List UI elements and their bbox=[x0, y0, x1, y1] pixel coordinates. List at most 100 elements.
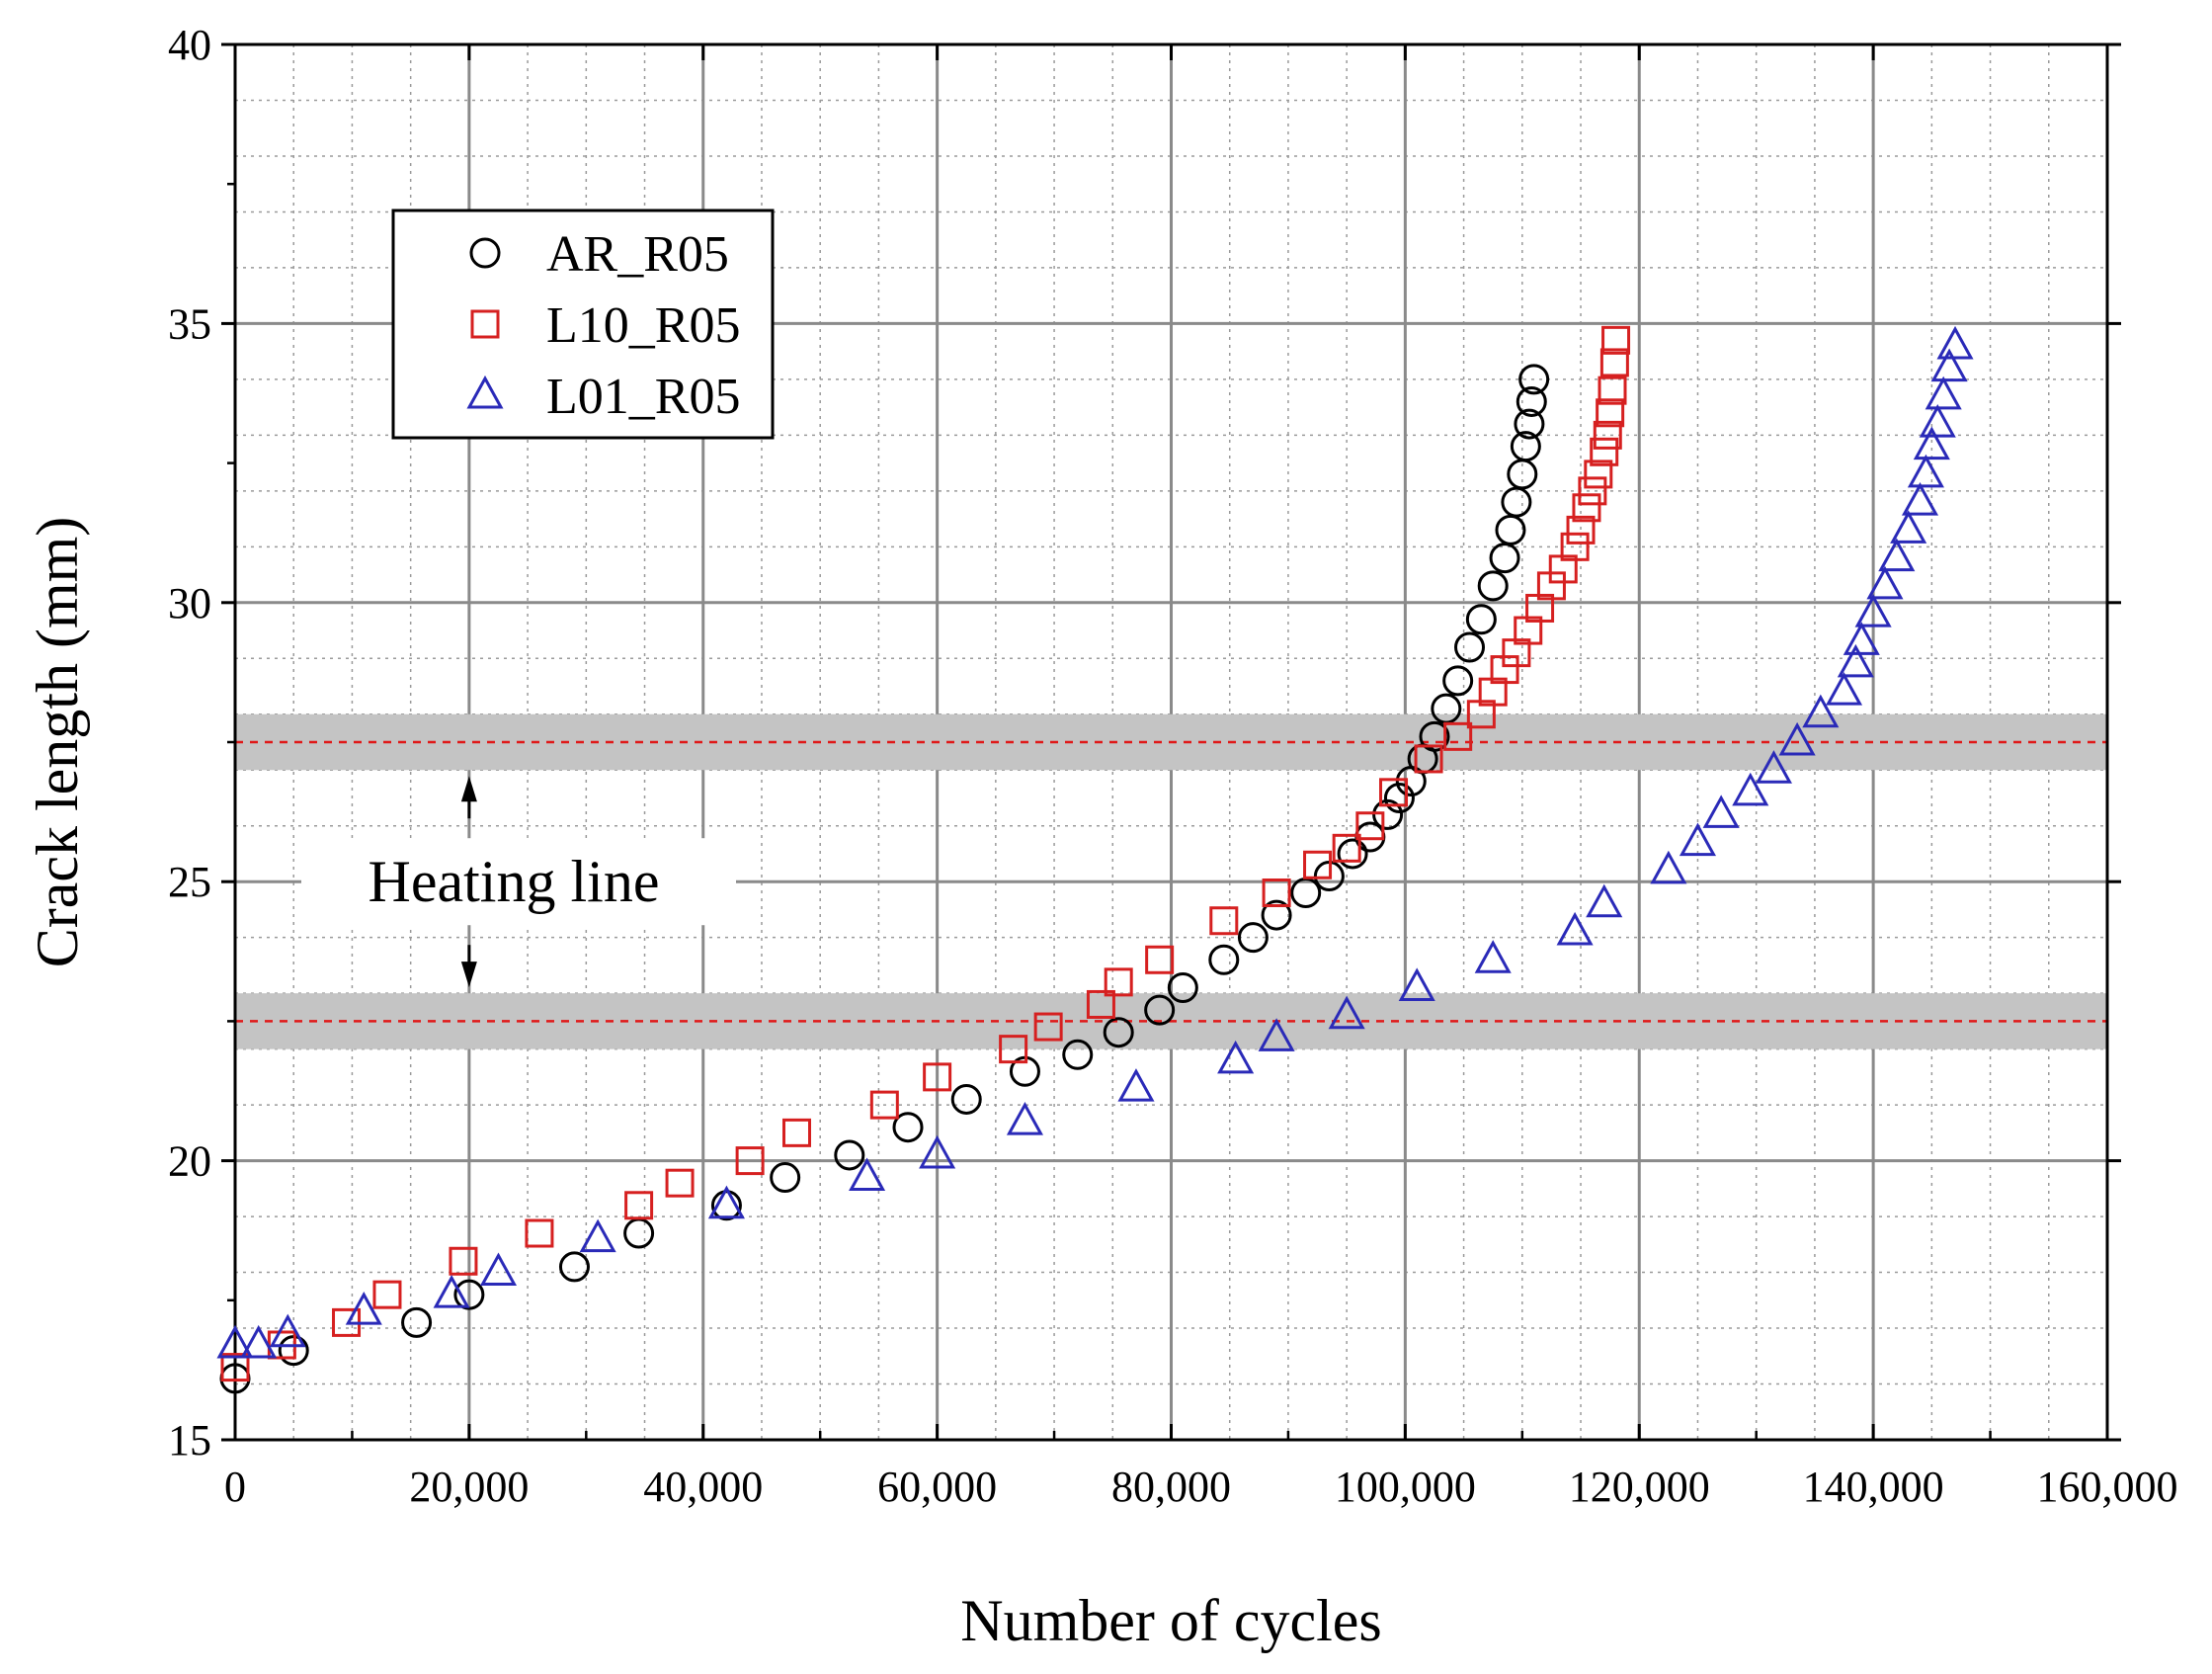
y-tick-label: 35 bbox=[168, 299, 211, 348]
x-tick-label: 100,000 bbox=[1335, 1463, 1476, 1511]
legend-box bbox=[391, 209, 775, 440]
data-point bbox=[1006, 1101, 1043, 1135]
data-point bbox=[1262, 878, 1291, 907]
data-point bbox=[1495, 514, 1526, 545]
data-point bbox=[1303, 850, 1333, 879]
x-tick-label: 120,000 bbox=[1569, 1463, 1710, 1511]
data-point bbox=[1925, 376, 1962, 410]
data-point bbox=[1837, 643, 1874, 678]
data-point bbox=[1237, 922, 1269, 954]
data-point bbox=[1593, 420, 1622, 450]
data-point bbox=[1866, 565, 1904, 600]
data-point bbox=[1501, 486, 1532, 518]
data-point bbox=[1167, 972, 1198, 1004]
data-point bbox=[1117, 1068, 1155, 1102]
data-point bbox=[1572, 493, 1601, 523]
data-point bbox=[1217, 1040, 1255, 1074]
data-point bbox=[1379, 778, 1409, 807]
data-point bbox=[1510, 431, 1541, 462]
series-L10_R05 bbox=[220, 325, 1631, 1382]
data-point bbox=[1598, 376, 1627, 405]
data-point bbox=[1372, 798, 1404, 830]
data-point bbox=[1103, 1017, 1134, 1048]
x-axis-title: Number of cycles bbox=[960, 1588, 1382, 1653]
data-point bbox=[1337, 838, 1368, 870]
data-point bbox=[623, 1217, 655, 1249]
x-tick-label: 80,000 bbox=[1111, 1463, 1231, 1511]
data-point bbox=[999, 1035, 1028, 1064]
data-point bbox=[624, 1191, 654, 1220]
data-point bbox=[770, 1162, 801, 1194]
data-point bbox=[1465, 604, 1497, 635]
data-point bbox=[449, 1246, 478, 1276]
legend-marker bbox=[469, 237, 501, 269]
data-point bbox=[1890, 510, 1927, 544]
data-point bbox=[1489, 543, 1520, 574]
data-point bbox=[1755, 750, 1792, 784]
data-point bbox=[1596, 398, 1625, 428]
x-tick-label: 160,000 bbox=[2037, 1463, 2178, 1511]
y-tick-label: 15 bbox=[168, 1416, 211, 1465]
axes: 0 20,000 40,000 60,000 80,000 100,000 120,000 1… bbox=[25, 21, 2178, 1653]
data-point bbox=[1584, 460, 1613, 489]
data-point bbox=[950, 1083, 982, 1115]
data-point bbox=[1560, 532, 1590, 561]
data-point bbox=[1518, 364, 1550, 395]
data-point bbox=[1086, 989, 1115, 1019]
x-tick-label: 40,000 bbox=[643, 1463, 763, 1511]
legend: AR_R05 L10_R05 L01_R05 bbox=[391, 209, 775, 440]
data-point bbox=[1601, 325, 1631, 355]
data-point bbox=[1328, 995, 1365, 1030]
data-point bbox=[1062, 1039, 1094, 1070]
data-point bbox=[1414, 744, 1443, 774]
data-point bbox=[1474, 940, 1512, 973]
data-point bbox=[1825, 672, 1863, 706]
data-point bbox=[1556, 911, 1594, 946]
data-point bbox=[1650, 850, 1687, 884]
data-point bbox=[1261, 899, 1292, 931]
data-point bbox=[1443, 721, 1473, 751]
data-point bbox=[1033, 1012, 1063, 1042]
data-point bbox=[735, 1146, 765, 1176]
annotation-arrowhead-down bbox=[460, 962, 477, 988]
legend-marker bbox=[470, 309, 500, 339]
data-point bbox=[1907, 454, 1944, 488]
data-point bbox=[216, 1324, 254, 1359]
data-point bbox=[1208, 944, 1240, 975]
data-point bbox=[1878, 538, 1916, 572]
annotation: Heating line bbox=[301, 776, 736, 988]
y-tick-label: 30 bbox=[168, 579, 211, 628]
data-point bbox=[892, 1112, 924, 1143]
data-point bbox=[1442, 665, 1474, 697]
data-point bbox=[782, 1118, 811, 1147]
data-point bbox=[525, 1218, 554, 1248]
data-point bbox=[345, 1291, 382, 1325]
data-point bbox=[919, 1134, 956, 1169]
data-point bbox=[1209, 906, 1239, 936]
data-point bbox=[1930, 348, 1968, 382]
data-point bbox=[1145, 945, 1175, 974]
data-point bbox=[834, 1139, 865, 1171]
data-point bbox=[1514, 408, 1545, 440]
data-point bbox=[579, 1218, 616, 1253]
data-point bbox=[1919, 403, 1956, 438]
series-AR_R05 bbox=[219, 364, 1550, 1394]
data-point bbox=[269, 1313, 306, 1348]
data-point bbox=[1477, 570, 1509, 602]
data-point bbox=[1843, 622, 1880, 655]
annotation-heating-line: Heating line bbox=[369, 849, 660, 914]
legend-label: L01_R05 bbox=[546, 369, 740, 425]
data-point bbox=[1913, 426, 1950, 460]
data-point bbox=[1936, 325, 1974, 360]
legend-marker bbox=[466, 375, 504, 409]
data-point bbox=[1599, 348, 1629, 377]
data-point bbox=[1566, 515, 1596, 544]
y-tick-label: 40 bbox=[168, 21, 211, 69]
data-point bbox=[1454, 631, 1486, 663]
data-point bbox=[1901, 482, 1939, 516]
data-point bbox=[1802, 694, 1840, 728]
annotation-background bbox=[301, 838, 736, 926]
data-point bbox=[453, 1279, 485, 1310]
data-point bbox=[1778, 721, 1816, 756]
